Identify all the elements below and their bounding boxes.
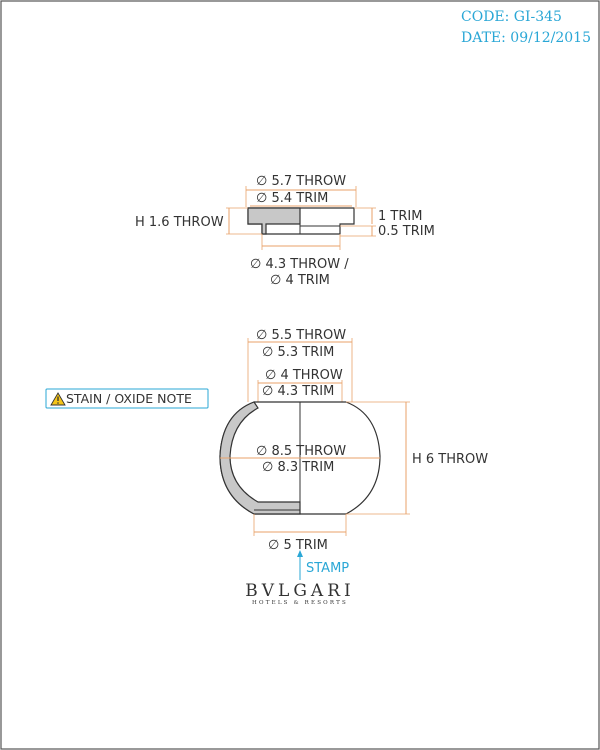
top-inner-label-2: ∅ 4 TRIM xyxy=(270,273,330,288)
rim-throw-label: ∅ 5.5 THROW xyxy=(256,328,346,343)
top-base-label: 0.5 TRIM xyxy=(378,224,435,239)
neck-throw-label: ∅ 4 THROW xyxy=(265,368,343,383)
body-throw-label: ∅ 8.5 THROW xyxy=(256,444,346,459)
stamp-label: STAMP xyxy=(306,561,349,576)
foot-trim-label: ∅ 5 TRIM xyxy=(268,538,328,553)
top-height-label: H 1.6 THROW xyxy=(135,215,224,230)
top-outer-throw-label: ∅ 5.7 THROW xyxy=(256,174,346,189)
warning-icon xyxy=(50,392,66,406)
bottom-part-drawing: ∅ 5.5 THROW ∅ 5.3 TRIM ∅ 4 THROW ∅ 4.3 T… xyxy=(219,328,488,553)
code-label: CODE: GI-345 xyxy=(461,9,562,25)
neck-trim-label: ∅ 4.3 TRIM xyxy=(262,384,334,399)
bottom-height-label: H 6 THROW xyxy=(412,452,488,467)
logo-name: BVLGARI xyxy=(245,581,354,601)
note-box xyxy=(45,388,209,409)
stain-oxide-note[interactable]: STAIN / OXIDE NOTE xyxy=(45,388,209,409)
rim-trim-label: ∅ 5.3 TRIM xyxy=(262,345,334,360)
body-trim-label: ∅ 8.3 TRIM xyxy=(262,460,334,475)
top-step-label: 1 TRIM xyxy=(378,209,422,224)
stamp-arrowhead xyxy=(297,550,303,557)
note-label: STAIN / OXIDE NOTE xyxy=(66,391,192,406)
logo-tagline: HOTELS & RESORTS xyxy=(252,600,348,606)
top-inner-label-1: ∅ 4.3 THROW / xyxy=(250,257,349,272)
stamp-indicator: STAMP xyxy=(297,550,349,580)
brand-logo: BVLGARI HOTELS & RESORTS xyxy=(245,581,354,606)
date-label: DATE: 09/12/2015 xyxy=(461,30,591,46)
top-part-drawing: ∅ 5.7 THROW ∅ 5.4 TRIM H 1.6 THROW 1 TRI… xyxy=(135,174,435,288)
top-outer-trim-label: ∅ 5.4 TRIM xyxy=(256,191,328,206)
